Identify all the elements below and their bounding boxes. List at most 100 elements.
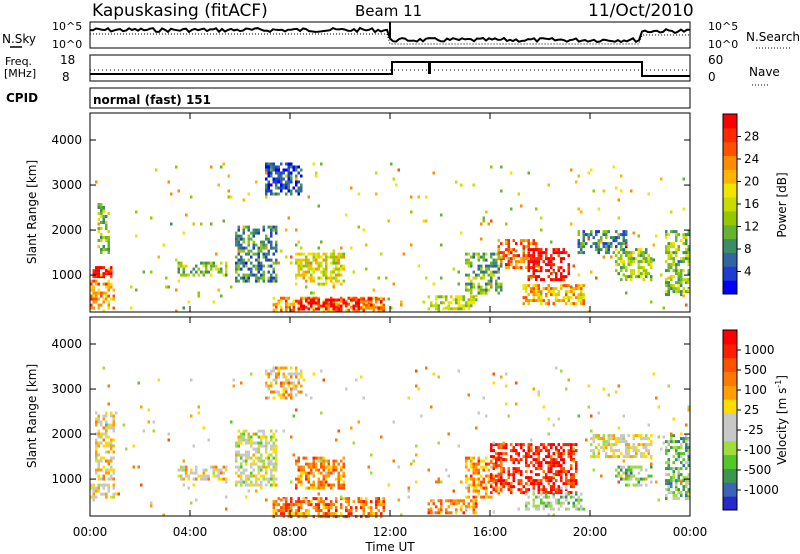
heatmap-cell bbox=[272, 168, 275, 172]
heatmap-cell bbox=[627, 443, 630, 447]
heatmap-cell bbox=[107, 450, 110, 454]
heatmap-cell bbox=[452, 298, 455, 302]
heatmap-cell bbox=[337, 307, 340, 311]
heatmap-cell bbox=[570, 446, 573, 450]
heatmap-cell bbox=[205, 270, 208, 274]
heatmap-cell bbox=[555, 272, 558, 276]
heatmap-cell bbox=[480, 465, 483, 469]
heatmap-cell bbox=[247, 237, 250, 241]
heatmap-cell bbox=[557, 269, 560, 273]
heatmap-cell bbox=[592, 437, 595, 441]
colorbar-cell bbox=[723, 280, 737, 295]
heatmap-cell bbox=[285, 174, 288, 178]
heatmap-cell bbox=[675, 488, 678, 492]
heatmap-cell bbox=[532, 387, 535, 391]
heatmap-cell bbox=[560, 284, 563, 288]
heatmap-cell bbox=[547, 432, 550, 436]
heatmap-cell bbox=[255, 228, 258, 232]
heatmap-cell bbox=[660, 273, 663, 277]
heatmap-cell bbox=[182, 264, 185, 268]
heatmap-cell bbox=[650, 462, 653, 466]
heatmap-cell bbox=[322, 299, 325, 303]
heatmap-cell bbox=[357, 192, 360, 196]
heatmap-cell bbox=[642, 257, 645, 261]
heatmap-cell bbox=[330, 296, 333, 300]
heatmap-cell bbox=[417, 264, 420, 268]
heatmap-cell bbox=[490, 273, 493, 277]
heatmap-cell bbox=[547, 275, 550, 279]
heatmap-cell bbox=[307, 501, 310, 505]
heatmap-cell bbox=[322, 459, 325, 463]
heatmap-cell bbox=[637, 275, 640, 279]
heatmap-cell bbox=[560, 473, 563, 477]
heatmap-cell bbox=[490, 264, 493, 268]
heatmap-cell bbox=[632, 465, 635, 469]
heatmap-cell bbox=[302, 378, 305, 382]
heatmap-cell bbox=[292, 503, 295, 507]
heatmap-cell bbox=[307, 270, 310, 274]
heatmap-cell bbox=[247, 240, 250, 244]
heatmap-cell bbox=[275, 375, 278, 379]
heatmap-cell bbox=[510, 473, 513, 477]
heatmap-cell bbox=[330, 276, 333, 280]
heatmap-cell bbox=[92, 294, 95, 298]
heatmap-cell bbox=[415, 384, 418, 388]
heatmap-cell bbox=[485, 258, 488, 262]
heatmap-cell bbox=[167, 432, 170, 436]
heatmap-cell bbox=[565, 251, 568, 255]
colorbar-cell bbox=[723, 183, 737, 198]
heatmap-cell bbox=[667, 473, 670, 477]
heatmap-cell bbox=[275, 500, 278, 504]
heatmap-cell bbox=[95, 272, 98, 276]
heatmap-cell bbox=[335, 465, 338, 469]
heatmap-cell bbox=[100, 212, 103, 215]
heatmap-cell bbox=[310, 396, 313, 400]
heatmap-cell bbox=[562, 482, 565, 486]
heatmap-cell bbox=[555, 488, 558, 492]
heatmap-cell bbox=[102, 465, 105, 469]
heatmap-cell bbox=[500, 251, 503, 255]
heatmap-cell bbox=[320, 486, 323, 490]
heatmap-cell bbox=[237, 468, 240, 472]
heatmap-cell bbox=[300, 258, 303, 262]
heatmap-cell bbox=[550, 254, 553, 258]
heatmap-cell bbox=[335, 509, 338, 513]
heatmap-cell bbox=[632, 474, 635, 478]
heatmap-cell bbox=[680, 272, 683, 276]
heatmap-cell bbox=[497, 239, 500, 243]
heatmap-cell bbox=[672, 473, 675, 477]
heatmap-cell bbox=[592, 455, 595, 459]
heatmap-cell bbox=[342, 267, 345, 271]
heatmap-cell bbox=[465, 285, 468, 289]
heatmap-cell bbox=[280, 506, 283, 510]
heatmap-cell bbox=[337, 483, 340, 487]
heatmap-cell bbox=[647, 192, 650, 196]
heatmap-cell bbox=[107, 468, 110, 472]
heatmap-cell bbox=[612, 437, 615, 441]
heatmap-cell bbox=[555, 458, 558, 462]
heatmap-cell bbox=[550, 240, 553, 244]
heatmap-cell bbox=[310, 298, 313, 302]
heatmap-cell bbox=[320, 509, 323, 513]
heatmap-cell bbox=[257, 249, 260, 253]
heatmap-cell bbox=[625, 468, 628, 472]
heatmap-cell bbox=[305, 474, 308, 478]
heatmap-cell bbox=[242, 276, 245, 280]
heatmap-cell bbox=[235, 444, 238, 448]
heatmap-cell bbox=[625, 239, 628, 243]
heatmap-cell bbox=[377, 306, 380, 310]
heatmap-cell bbox=[687, 461, 690, 465]
heatmap-cell bbox=[665, 449, 668, 453]
heatmap-cell bbox=[680, 278, 683, 282]
heatmap-cell bbox=[207, 270, 210, 274]
heatmap-cell bbox=[545, 488, 548, 492]
heatmap-cell bbox=[547, 513, 550, 517]
heatmap-cell bbox=[335, 273, 338, 277]
heatmap-cell bbox=[205, 264, 208, 268]
heatmap-cell bbox=[270, 174, 273, 178]
heatmap-cell bbox=[537, 254, 540, 258]
heatmap-cell bbox=[257, 468, 260, 472]
heatmap-cell bbox=[677, 491, 680, 495]
heatmap-cell bbox=[285, 305, 288, 309]
